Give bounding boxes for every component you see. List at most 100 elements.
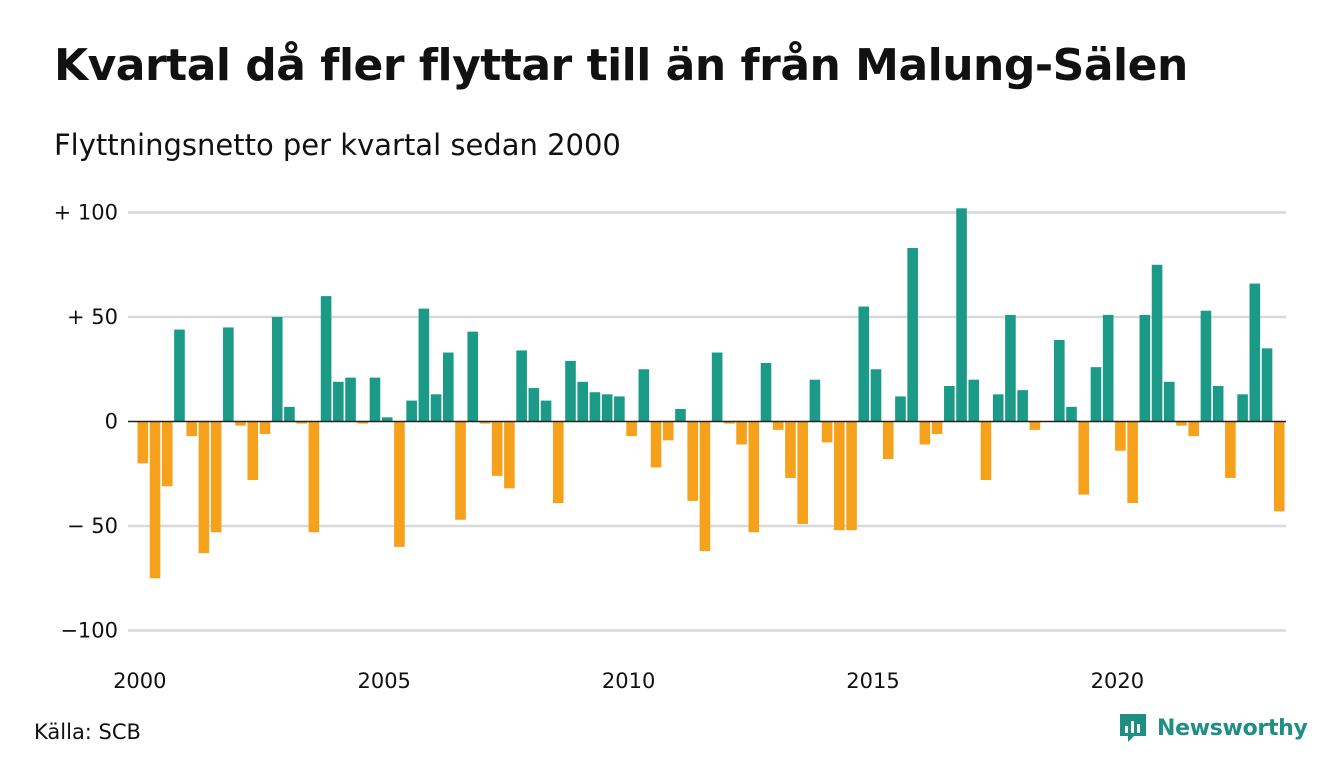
bar-2022-q3 xyxy=(1237,394,1248,422)
bar-2006-q3 xyxy=(455,421,466,520)
bar-2000-q3 xyxy=(161,421,173,487)
y-tick-label: + 50 xyxy=(67,305,118,329)
bar-2010-q2 xyxy=(638,369,650,422)
bar-2001-q2 xyxy=(198,421,210,554)
bar-2011-q3 xyxy=(699,421,711,552)
bar-2000-q4 xyxy=(174,329,185,422)
bar-2012-q2 xyxy=(736,421,747,445)
bar-2019-q2 xyxy=(1078,421,1090,495)
bar-2021-q1 xyxy=(1163,381,1175,422)
bar-2009-q2 xyxy=(589,392,601,422)
bar-2021-q4 xyxy=(1200,310,1212,422)
bar-2021-q3 xyxy=(1188,421,1200,437)
bar-2005-q1 xyxy=(381,417,393,422)
bar-2020-q4 xyxy=(1151,264,1163,422)
bar-2003-q2 xyxy=(296,421,307,424)
x-tick-label: 2015 xyxy=(846,669,899,693)
bar-2009-q4 xyxy=(614,396,625,422)
bar-2011-q1 xyxy=(675,408,686,422)
bar-2016-q2 xyxy=(931,421,943,435)
newsworthy-logo: Newsworthy xyxy=(1118,712,1308,744)
bar-2005-q3 xyxy=(406,400,417,422)
bar-2015-q4 xyxy=(907,248,918,422)
bar-2016-q4 xyxy=(956,208,967,422)
bar-2012-q3 xyxy=(748,421,760,533)
bar-2014-q4 xyxy=(858,306,870,422)
bar-2001-q3 xyxy=(210,421,222,533)
bar-2023-q1 xyxy=(1261,348,1273,422)
bar-2011-q2 xyxy=(687,421,698,501)
brand-name: Newsworthy xyxy=(1157,715,1308,741)
bar-2013-q2 xyxy=(785,421,796,478)
bar-2005-q4 xyxy=(418,308,430,422)
y-tick-label: 0 xyxy=(105,410,118,434)
bar-2022-q2 xyxy=(1225,421,1236,478)
bar-2010-q3 xyxy=(650,421,662,468)
bar-2010-q1 xyxy=(626,421,637,437)
bar-2023-q2 xyxy=(1273,421,1285,512)
bar-2004-q4 xyxy=(369,377,381,422)
bar-2018-q2 xyxy=(1029,421,1041,430)
newsworthy-logo-icon xyxy=(1120,714,1146,742)
chart-title: Kvartal då fler flyttar till än från Mal… xyxy=(54,40,1188,91)
bar-2002-q1 xyxy=(235,421,246,426)
bar-2014-q2 xyxy=(834,421,845,531)
bar-2022-q4 xyxy=(1249,283,1261,422)
y-tick-label: −100 xyxy=(60,619,118,643)
bar-2018-q1 xyxy=(1017,390,1028,422)
bars xyxy=(137,208,1285,579)
bar-2012-q1 xyxy=(724,421,735,424)
bar-2006-q4 xyxy=(467,331,479,422)
bar-2004-q1 xyxy=(333,381,344,422)
bar-2017-q3 xyxy=(992,394,1004,422)
bar-2006-q2 xyxy=(443,352,454,422)
bar-2011-q4 xyxy=(711,352,723,422)
axes: + 100 + 50 0 − 50 −100 2000 2005 2010 2015 2020 xyxy=(54,201,1286,693)
bar-2010-q4 xyxy=(662,421,674,441)
bar-2016-q3 xyxy=(944,385,955,422)
bar-2017-q4 xyxy=(1005,314,1016,422)
bar-2003-q1 xyxy=(284,406,295,422)
bar-2006-q1 xyxy=(430,394,442,422)
bar-2013-q3 xyxy=(797,421,808,524)
bar-2004-q2 xyxy=(345,377,356,422)
bar-2002-q4 xyxy=(271,317,283,422)
bar-2016-q1 xyxy=(919,421,931,445)
y-tick-label: + 100 xyxy=(54,201,118,225)
bar-2008-q4 xyxy=(565,360,576,422)
bar-2008-q1 xyxy=(528,388,540,422)
bar-2020-q1 xyxy=(1115,421,1126,451)
x-tick-label: 2000 xyxy=(113,669,166,693)
bar-2017-q2 xyxy=(980,421,992,481)
bar-2022-q1 xyxy=(1212,385,1224,422)
source-label: Källa: SCB xyxy=(34,720,141,744)
x-tick-label: 2010 xyxy=(602,669,655,693)
bar-2008-q3 xyxy=(552,421,564,504)
bar-2000-q1 xyxy=(137,421,149,464)
bar-2013-q4 xyxy=(809,379,821,422)
bar-2007-q1 xyxy=(479,421,491,424)
bar-2004-q3 xyxy=(357,421,369,424)
bar-2014-q3 xyxy=(846,421,857,531)
bar-2000-q2 xyxy=(149,421,161,579)
bar-2015-q3 xyxy=(895,396,906,422)
bar-2018-q4 xyxy=(1054,339,1065,422)
bar-2021-q2 xyxy=(1176,421,1187,426)
bar-2003-q4 xyxy=(320,296,332,422)
bar-2015-q1 xyxy=(870,369,882,422)
bar-2020-q2 xyxy=(1127,421,1138,504)
x-tick-label: 2020 xyxy=(1091,669,1144,693)
bar-2002-q2 xyxy=(247,421,259,481)
bar-2002-q3 xyxy=(259,421,271,435)
bar-2019-q3 xyxy=(1090,367,1102,422)
bar-2012-q4 xyxy=(760,362,772,422)
bar-2009-q3 xyxy=(601,394,613,422)
x-tick-label: 2005 xyxy=(357,669,410,693)
bar-2008-q2 xyxy=(540,400,552,422)
chart-subtitle: Flyttningsnetto per kvartal sedan 2000 xyxy=(54,128,621,162)
bar-2007-q3 xyxy=(504,421,515,489)
bar-2003-q3 xyxy=(308,421,320,533)
y-tick-label: − 50 xyxy=(67,514,118,538)
bar-2001-q4 xyxy=(223,327,234,422)
